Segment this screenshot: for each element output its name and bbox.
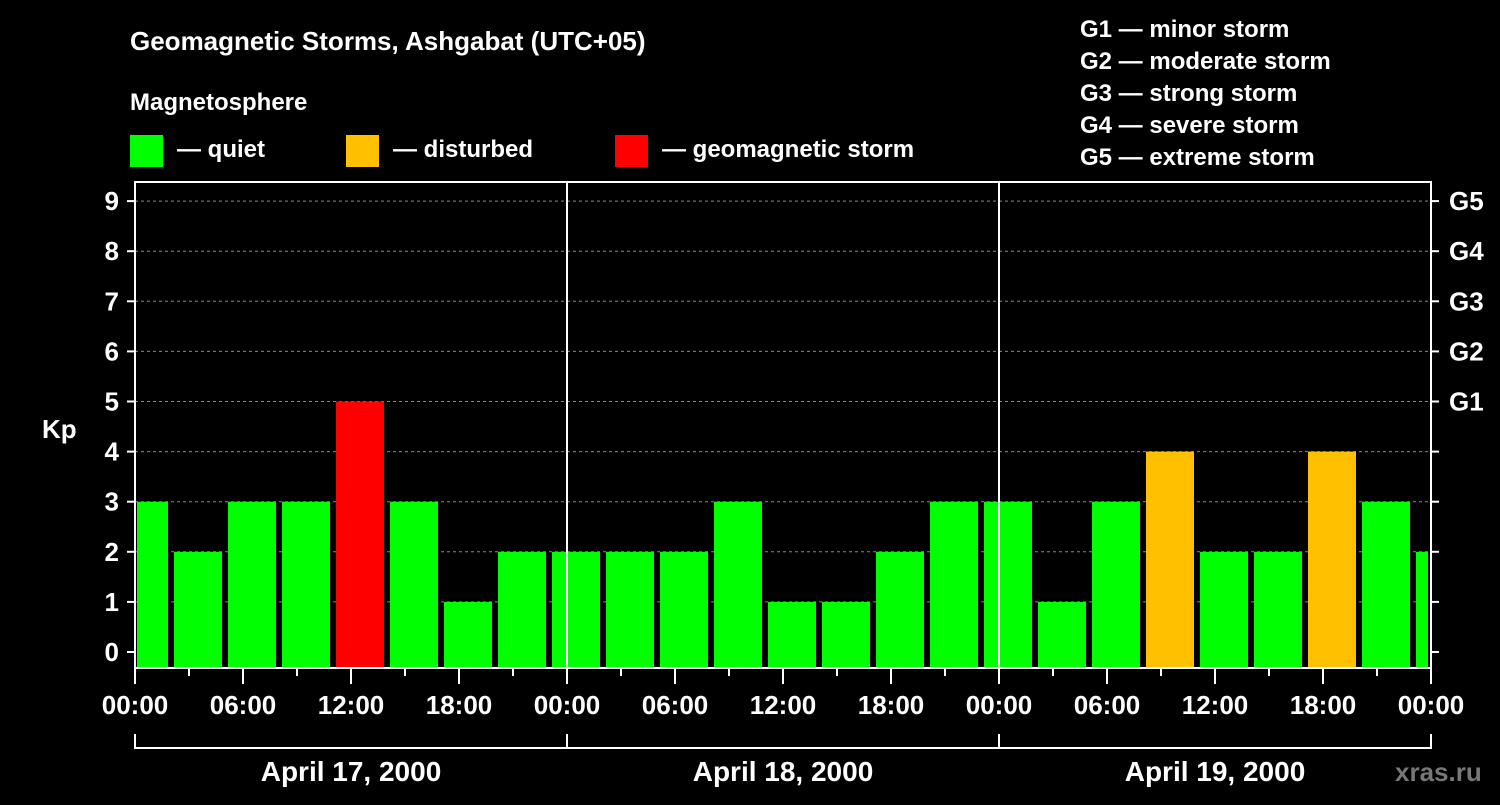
y-tick-label: 8 <box>105 236 119 266</box>
bar-21 <box>1254 551 1302 668</box>
bar-24 <box>1416 551 1428 668</box>
bar-18 <box>1092 501 1140 668</box>
x-tick-label: 06:00 <box>1074 690 1141 720</box>
legend-swatch-storm <box>615 135 648 167</box>
x-tick-label: 00:00 <box>966 690 1033 720</box>
x-tick-label: 18:00 <box>858 690 925 720</box>
bar-11 <box>714 501 762 668</box>
bars <box>137 401 1428 668</box>
legend-title: Magnetosphere <box>130 89 307 116</box>
y-tick-label: 4 <box>105 437 120 467</box>
g-level-label: G5 <box>1449 186 1484 216</box>
g-level-label: G2 <box>1449 336 1484 366</box>
y-axis-label: Kp <box>42 414 77 444</box>
bar-15 <box>930 501 978 668</box>
storm-scale-g1: G1 — minor storm <box>1080 16 1289 43</box>
legend-label-quiet: — quiet <box>177 136 265 163</box>
bar-8 <box>552 551 600 668</box>
x-tick-label: 18:00 <box>426 690 493 720</box>
x-tick-label: 06:00 <box>210 690 277 720</box>
bar-10 <box>660 551 708 668</box>
storm-scale-g5: G5 — extreme storm <box>1080 144 1315 171</box>
legend: — quiet — disturbed — geomagnetic storm <box>130 135 914 167</box>
bar-1 <box>174 551 222 668</box>
y-tick-label: 2 <box>105 537 119 567</box>
storm-scale-g4: G4 — severe storm <box>1080 112 1299 139</box>
bar-17 <box>1038 601 1086 668</box>
g-level-label: G1 <box>1449 387 1484 417</box>
bar-9 <box>606 551 654 668</box>
bar-16 <box>984 501 1032 668</box>
legend-label-disturbed: — disturbed <box>393 136 533 163</box>
axes: 0 1 2 3 4 5 6 7 8 9 G1 G2 G3 G4 G5 00:00 06:00 12:00 18:00… <box>102 181 1484 787</box>
bar-5 <box>390 501 438 668</box>
bar-3 <box>282 501 330 668</box>
bar-0 <box>137 501 168 668</box>
bar-7 <box>498 551 546 668</box>
bar-13 <box>822 601 870 668</box>
bar-2 <box>228 501 276 668</box>
legend-label-storm: — geomagnetic storm <box>662 136 914 163</box>
legend-swatch-quiet <box>130 135 163 167</box>
bar-4 <box>336 401 384 668</box>
bar-23 <box>1362 501 1410 668</box>
y-tick-label: 1 <box>105 587 119 617</box>
bar-12 <box>768 601 816 668</box>
x-tick-label: 00:00 <box>102 690 169 720</box>
y-tick-label: 6 <box>105 336 119 366</box>
y-tick-label: 5 <box>105 387 119 417</box>
bar-6 <box>444 601 492 668</box>
x-tick-label: 12:00 <box>750 690 817 720</box>
chart-title: Geomagnetic Storms, Ashgabat (UTC+05) <box>130 26 646 56</box>
legend-swatch-disturbed <box>346 135 379 167</box>
x-tick-label: 18:00 <box>1290 690 1357 720</box>
g-level-label: G4 <box>1449 236 1484 266</box>
y-tick-label: 0 <box>105 637 119 667</box>
x-tick-label: 06:00 <box>642 690 709 720</box>
g-level-label: G3 <box>1449 286 1484 316</box>
x-tick-label: 00:00 <box>534 690 601 720</box>
bar-20 <box>1200 551 1248 668</box>
y-tick-label: 9 <box>105 186 119 216</box>
watermark: xras.ru <box>1395 757 1482 787</box>
x-tick-label: 00:00 <box>1398 690 1465 720</box>
storm-scale-g2: G2 — moderate storm <box>1080 48 1331 75</box>
storm-scale-g3: G3 — strong storm <box>1080 80 1297 107</box>
day-label: April 18, 2000 <box>693 756 874 787</box>
bar-22 <box>1308 451 1356 668</box>
day-label: April 17, 2000 <box>261 756 442 787</box>
bar-14 <box>876 551 924 668</box>
day-label: April 19, 2000 <box>1125 756 1306 787</box>
y-tick-label: 7 <box>105 286 119 316</box>
x-tick-label: 12:00 <box>318 690 385 720</box>
storm-scale-list: G1 — minor storm G2 — moderate storm G3 … <box>1080 16 1331 171</box>
bar-19 <box>1146 451 1194 668</box>
x-tick-label: 12:00 <box>1182 690 1249 720</box>
y-tick-label: 3 <box>105 487 119 517</box>
